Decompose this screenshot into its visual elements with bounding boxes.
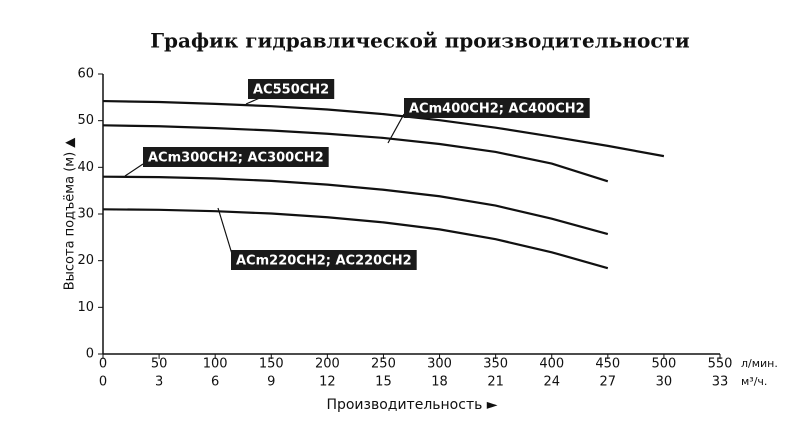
y-tick-label: 50 — [77, 113, 94, 128]
series-label-box — [248, 79, 335, 99]
x2-tick-label: 15 — [375, 375, 392, 390]
series-label-box — [143, 147, 329, 167]
legend-label: ACm300CH2; AC300CH2 — [148, 151, 324, 166]
x-tick-label: 250 — [371, 357, 396, 372]
x2-tick-label: 6 — [211, 375, 219, 390]
legend-label: AC550CH2 — [253, 83, 329, 98]
series-line — [102, 175, 609, 236]
y-tick-label: 10 — [77, 300, 94, 315]
x-tick-label: 500 — [651, 357, 676, 372]
x2-tick-label: 30 — [656, 375, 673, 390]
x2-tick-label: 33 — [712, 375, 729, 390]
series-line — [102, 208, 609, 270]
series-label-box — [231, 250, 417, 270]
series-label-box — [404, 98, 590, 118]
y-tick-label: 40 — [77, 160, 94, 175]
y-tick-label: 20 — [77, 253, 94, 268]
x-axis-label: Производительность ► — [326, 397, 497, 413]
series-line — [102, 99, 665, 158]
x2-tick-label: 27 — [600, 375, 617, 390]
chart-title: График гидравлической производительности — [150, 29, 690, 53]
series-line — [102, 124, 609, 183]
x2-tick-label: 3 — [155, 375, 163, 390]
y-tick-label: 60 — [77, 67, 94, 82]
leader-lines — [124, 96, 405, 255]
x2-tick-label: 18 — [431, 375, 448, 390]
x2-unit: м³/ч. — [741, 375, 767, 388]
y-axis-label: Высота подъёма (м) ▲ — [63, 138, 78, 291]
x-tick-label: 550 — [708, 357, 733, 372]
x-tick-label: 150 — [259, 357, 284, 372]
x2-tick-label: 24 — [543, 375, 560, 390]
x-unit: л/мин. — [741, 357, 778, 370]
legend-label: ACm400CH2; AC400CH2 — [409, 102, 585, 117]
legend-label: ACm220CH2; AC220CH2 — [236, 254, 412, 269]
x2-tick-label: 21 — [487, 375, 504, 390]
x-tick-label: 0 — [99, 357, 107, 372]
x-tick-label: 400 — [539, 357, 564, 372]
x-tick-label: 100 — [203, 357, 228, 372]
y-tick-label: 30 — [77, 207, 94, 222]
x-tick-label: 350 — [483, 357, 508, 372]
x-tick-label: 450 — [595, 357, 620, 372]
x2-tick-label: 0 — [99, 375, 107, 390]
y-tick-label: 0 — [86, 347, 94, 362]
x2-tick-label: 12 — [319, 375, 336, 390]
x-tick-label: 50 — [151, 357, 168, 372]
x2-tick-label: 9 — [267, 375, 275, 390]
x-tick-label: 300 — [427, 357, 452, 372]
x-tick-label: 200 — [315, 357, 340, 372]
